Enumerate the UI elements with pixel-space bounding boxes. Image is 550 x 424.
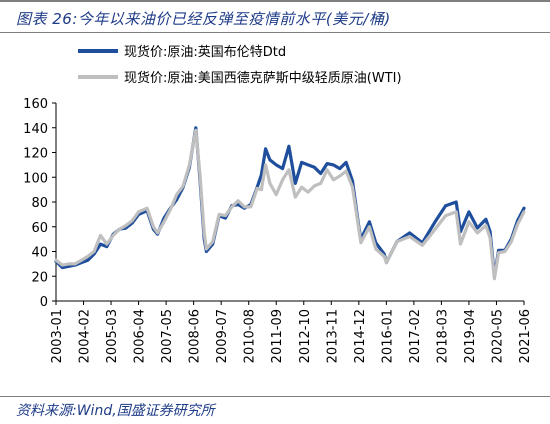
- title-bar: 图表 26:今年以来油价已经反弹至疫情前水平(美元/桶): [0, 0, 550, 32]
- y-tick-label: 120: [23, 147, 48, 162]
- y-tick-label: 0: [40, 295, 48, 310]
- chart-title: 图表 26:今年以来油价已经反弹至疫情前水平(美元/桶): [16, 10, 391, 28]
- x-tick-label: 2016-01: [380, 309, 395, 363]
- legend-label-wti: 现货价:原油:美国西德克萨斯中级轻质原油(WTI): [124, 70, 402, 86]
- x-tick-label: 2008-06: [188, 309, 203, 363]
- x-tick-label: 2003-01: [50, 309, 65, 363]
- x-tick-label: 2009-07: [215, 309, 230, 363]
- y-tick-label: 20: [31, 270, 48, 285]
- y-tick-label: 80: [31, 196, 48, 211]
- x-tick-label: 2011-09: [270, 309, 285, 363]
- y-tick-label: 160: [23, 97, 48, 112]
- series-line-wti: [54, 128, 526, 281]
- x-tick-label: 2006-04: [133, 309, 148, 363]
- y-tick-label: 140: [23, 122, 48, 137]
- line-chart: 0 20 40 60 80 100 120 140 160 2003-01 2004-02 2005-…: [23, 44, 533, 363]
- legend-label-brent: 现货价:原油:英国布伦特Dtd: [124, 44, 286, 60]
- x-tick-label: 2013-11: [325, 309, 340, 363]
- x-tick-label: 2014-12: [353, 309, 368, 363]
- y-tick-label: 40: [31, 246, 48, 261]
- series-line-brent: [54, 126, 526, 278]
- x-tick-label: 2005-03: [105, 309, 120, 363]
- y-tick-label: 100: [23, 171, 48, 186]
- x-tick-label: 2012-10: [298, 309, 313, 363]
- x-tick-label: 2018-03: [435, 309, 450, 363]
- x-tick-label: 2020-05: [490, 309, 505, 363]
- source-note: 资料来源:Wind,国盛证券研究所: [16, 403, 215, 419]
- x-tick-label: 2021-06: [518, 309, 533, 363]
- x-tick-label: 2017-02: [408, 309, 423, 363]
- y-tick-label: 60: [31, 221, 48, 236]
- title-divider: [0, 32, 550, 33]
- x-tick-label: 2007-05: [160, 309, 175, 363]
- x-tick-label: 2019-04: [463, 309, 478, 363]
- footer-divider: [0, 396, 550, 397]
- x-tick-label: 2004-02: [78, 309, 93, 363]
- x-tick-label: 2010-08: [243, 309, 258, 363]
